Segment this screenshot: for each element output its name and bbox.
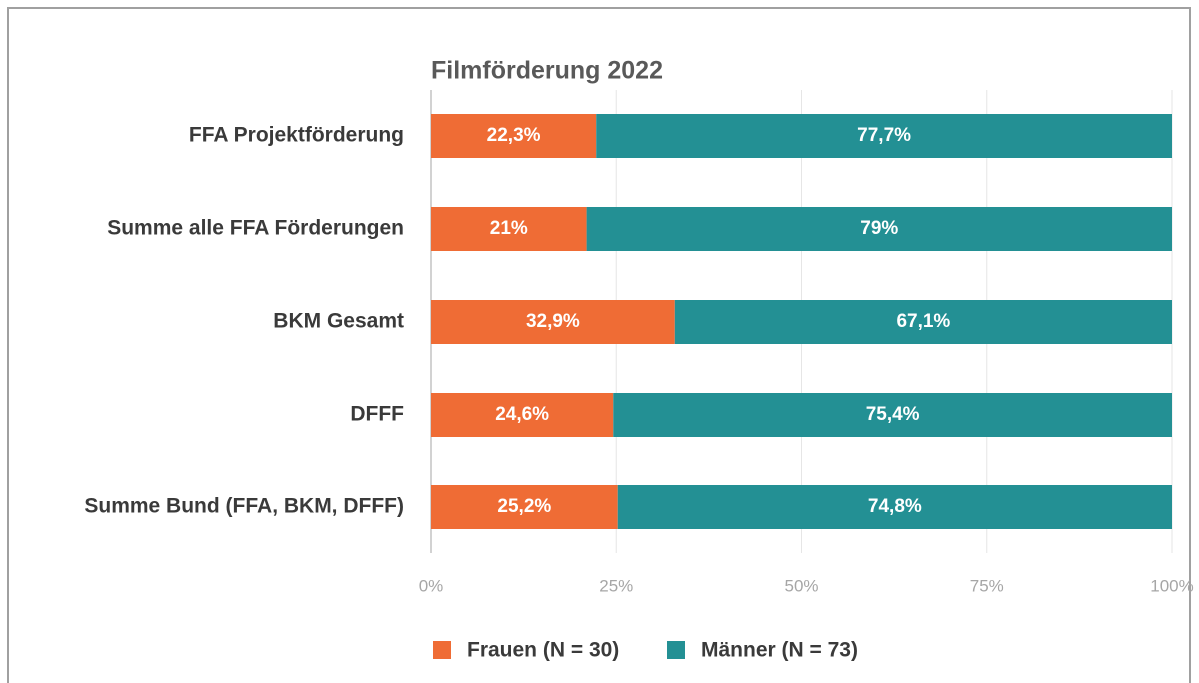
- value-label: 32,9%: [526, 311, 580, 332]
- bar-segment: [431, 393, 614, 437]
- y-tick-label: Summe alle FFA Förderungen: [107, 217, 404, 240]
- x-tick-label: 100%: [1150, 576, 1193, 595]
- legend-label: Frauen (N = 30): [467, 639, 619, 662]
- bar-segment: [431, 114, 597, 158]
- legend-label: Männer (N = 73): [701, 639, 858, 662]
- y-tick-label: BKM Gesamt: [273, 310, 404, 333]
- value-label: 67,1%: [896, 311, 950, 332]
- bar-segment: [586, 207, 1172, 251]
- value-label: 75,4%: [866, 404, 920, 425]
- value-label: 24,6%: [495, 404, 549, 425]
- value-label: 74,8%: [868, 496, 922, 517]
- x-tick-label: 0%: [419, 576, 444, 595]
- bar-segment: [431, 485, 618, 529]
- frame: [7, 7, 1191, 683]
- bar-segment: [674, 300, 1172, 344]
- x-tick-label: 75%: [970, 576, 1004, 595]
- bar-segment: [431, 207, 587, 251]
- legend-swatch: [667, 641, 685, 659]
- bar-segment: [613, 393, 1172, 437]
- legend-swatch: [433, 641, 451, 659]
- value-label: 77,7%: [857, 125, 911, 146]
- y-tick-label: DFFF: [350, 403, 404, 426]
- value-label: 79%: [860, 218, 898, 239]
- value-label: 25,2%: [497, 496, 551, 517]
- chart-title: Filmförderung 2022: [431, 57, 663, 85]
- bar-segment: [596, 114, 1172, 158]
- bar-segment: [617, 485, 1172, 529]
- y-tick-label: FFA Projektförderung: [189, 124, 404, 147]
- value-label: 22,3%: [487, 125, 541, 146]
- y-tick-label: Summe Bund (FFA, BKM, DFFF): [84, 495, 404, 518]
- x-tick-label: 25%: [599, 576, 633, 595]
- x-tick-label: 50%: [784, 576, 818, 595]
- bar-segment: [431, 300, 675, 344]
- value-label: 21%: [490, 218, 528, 239]
